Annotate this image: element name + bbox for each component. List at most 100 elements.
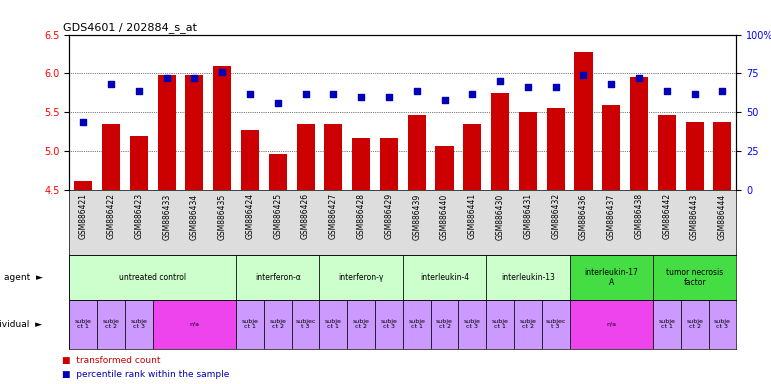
Point — [299, 91, 311, 97]
Text: individual  ►: individual ► — [0, 320, 42, 329]
Point — [244, 91, 256, 97]
Text: GSM886434: GSM886434 — [190, 194, 199, 240]
Text: GSM886423: GSM886423 — [134, 194, 143, 240]
Text: subje
ct 2: subje ct 2 — [269, 319, 286, 329]
Point — [105, 81, 117, 88]
Text: subje
ct 2: subje ct 2 — [103, 319, 120, 329]
Point — [188, 75, 200, 81]
Bar — [542, 300, 570, 349]
Text: ■  percentile rank within the sample: ■ percentile rank within the sample — [62, 369, 229, 379]
Bar — [325, 124, 342, 190]
Text: agent  ►: agent ► — [4, 273, 42, 282]
Bar — [658, 115, 676, 190]
Text: GSM886424: GSM886424 — [245, 194, 254, 240]
Point — [466, 91, 479, 97]
Text: GSM886430: GSM886430 — [496, 194, 504, 240]
Bar — [352, 138, 370, 190]
Text: n/a: n/a — [190, 322, 200, 327]
Point — [605, 81, 618, 88]
Point — [577, 72, 590, 78]
Bar — [685, 122, 704, 190]
Bar — [69, 255, 236, 300]
Text: GSM886443: GSM886443 — [690, 194, 699, 240]
Point — [550, 84, 562, 91]
Bar — [97, 300, 125, 349]
Bar — [291, 300, 319, 349]
Point — [633, 75, 645, 81]
Text: GSM886429: GSM886429 — [385, 194, 393, 240]
Text: GSM886425: GSM886425 — [273, 194, 282, 240]
Bar — [69, 300, 97, 349]
Text: GSM886440: GSM886440 — [440, 194, 449, 240]
Text: ■  transformed count: ■ transformed count — [62, 356, 160, 365]
Text: interleukin-17
A: interleukin-17 A — [584, 268, 638, 287]
Text: subje
ct 1: subje ct 1 — [492, 319, 509, 329]
Text: interferon-γ: interferon-γ — [338, 273, 384, 282]
Text: subje
ct 1: subje ct 1 — [75, 319, 92, 329]
Bar — [574, 52, 592, 190]
Text: subje
ct 3: subje ct 3 — [381, 319, 397, 329]
Point — [716, 88, 729, 94]
Text: GSM886444: GSM886444 — [718, 194, 727, 240]
Bar — [125, 300, 153, 349]
Bar — [153, 300, 236, 349]
Bar — [547, 108, 564, 190]
Text: interleukin-4: interleukin-4 — [420, 273, 469, 282]
Text: GSM886421: GSM886421 — [79, 194, 88, 239]
Text: subje
ct 1: subje ct 1 — [409, 319, 425, 329]
Text: GSM886433: GSM886433 — [162, 194, 171, 240]
Text: GSM886441: GSM886441 — [468, 194, 476, 240]
Point — [382, 94, 395, 100]
Text: subje
ct 2: subje ct 2 — [686, 319, 703, 329]
Text: GSM886442: GSM886442 — [662, 194, 672, 240]
Text: GSM886428: GSM886428 — [357, 194, 365, 239]
Text: subje
ct 2: subje ct 2 — [520, 319, 537, 329]
Text: subje
ct 3: subje ct 3 — [714, 319, 731, 329]
Bar — [570, 255, 653, 300]
Point — [661, 88, 673, 94]
Point — [355, 94, 367, 100]
Bar — [319, 255, 402, 300]
Point — [77, 119, 89, 125]
Bar — [653, 300, 681, 349]
Text: subje
ct 3: subje ct 3 — [464, 319, 481, 329]
Bar — [319, 300, 347, 349]
Bar — [74, 181, 93, 190]
Bar — [269, 154, 287, 190]
Text: GSM886435: GSM886435 — [217, 194, 227, 240]
Point — [327, 91, 339, 97]
Point — [271, 100, 284, 106]
Text: GSM886437: GSM886437 — [607, 194, 616, 240]
Bar — [602, 104, 621, 190]
Text: GDS4601 / 202884_s_at: GDS4601 / 202884_s_at — [62, 22, 197, 33]
Bar — [214, 66, 231, 190]
Text: subje
ct 1: subje ct 1 — [325, 319, 342, 329]
Point — [216, 69, 228, 75]
Text: interferon-α: interferon-α — [255, 273, 301, 282]
Text: subje
ct 2: subje ct 2 — [436, 319, 453, 329]
Text: subje
ct 1: subje ct 1 — [658, 319, 675, 329]
Bar — [130, 136, 148, 190]
Text: GSM886436: GSM886436 — [579, 194, 588, 240]
Bar — [236, 300, 264, 349]
Bar — [463, 124, 481, 190]
Text: n/a: n/a — [606, 322, 616, 327]
Point — [439, 97, 451, 103]
Point — [133, 88, 145, 94]
Text: interleukin-13: interleukin-13 — [501, 273, 555, 282]
Text: GSM886438: GSM886438 — [635, 194, 644, 240]
Bar — [408, 115, 426, 190]
Text: GSM886439: GSM886439 — [412, 194, 421, 240]
Bar — [709, 300, 736, 349]
Bar — [297, 124, 315, 190]
Point — [494, 78, 507, 84]
Bar — [459, 300, 487, 349]
Bar — [570, 300, 653, 349]
Text: GSM886432: GSM886432 — [551, 194, 561, 240]
Text: GSM886422: GSM886422 — [106, 194, 116, 239]
Bar — [264, 300, 291, 349]
Bar — [380, 138, 398, 190]
Bar — [514, 300, 542, 349]
Bar — [436, 146, 453, 190]
Bar — [519, 113, 537, 190]
